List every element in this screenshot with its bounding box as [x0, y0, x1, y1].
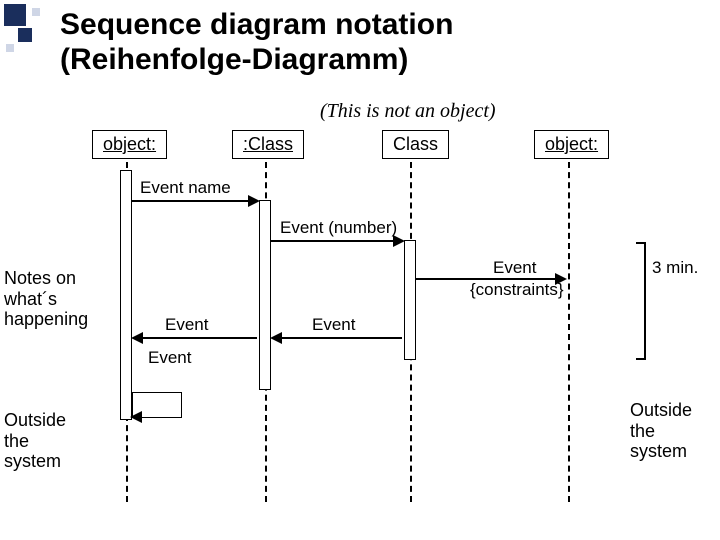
title-line-1: Sequence diagram notation — [60, 8, 453, 41]
note-outside-left: Outside the system — [4, 410, 66, 472]
label-event-c2: {constraints} — [470, 280, 564, 300]
activation-1 — [120, 170, 132, 420]
note-outside-right: Outside the system — [630, 400, 692, 462]
sequence-diagram: (This is not an object) object: :Class C… — [0, 100, 720, 530]
label-event-number: Event (number) — [280, 218, 397, 238]
page-title: Sequence diagram notation (Reihenfolge-D… — [60, 8, 453, 77]
label-event-c1: Event — [493, 258, 536, 278]
message-event-number — [271, 240, 402, 242]
activation-2 — [259, 200, 271, 390]
lifeline-header-object2: object: — [534, 130, 609, 159]
lifeline-4 — [568, 162, 570, 502]
duration-brace — [634, 242, 646, 360]
message-return-event-32 — [273, 337, 402, 339]
lifeline-header-object1: object: — [92, 130, 167, 159]
message-event-name — [132, 200, 257, 202]
label-return-32: Event — [312, 315, 355, 335]
lifeline-header-class-instance: :Class — [232, 130, 304, 159]
lifeline-header-class: Class — [382, 130, 449, 159]
title-line-2: (Reihenfolge-Diagramm) — [60, 43, 408, 76]
self-message-box — [132, 392, 182, 418]
activation-3 — [404, 240, 416, 360]
message-return-event-21 — [134, 337, 257, 339]
note-whats-happening: Notes on what´s happening — [4, 268, 88, 330]
label-duration: 3 min. — [652, 258, 698, 278]
annotation-not-object: (This is not an object) — [320, 100, 496, 123]
label-event-name: Event name — [140, 178, 231, 198]
label-self-event: Event — [148, 348, 191, 368]
label-return-21: Event — [165, 315, 208, 335]
